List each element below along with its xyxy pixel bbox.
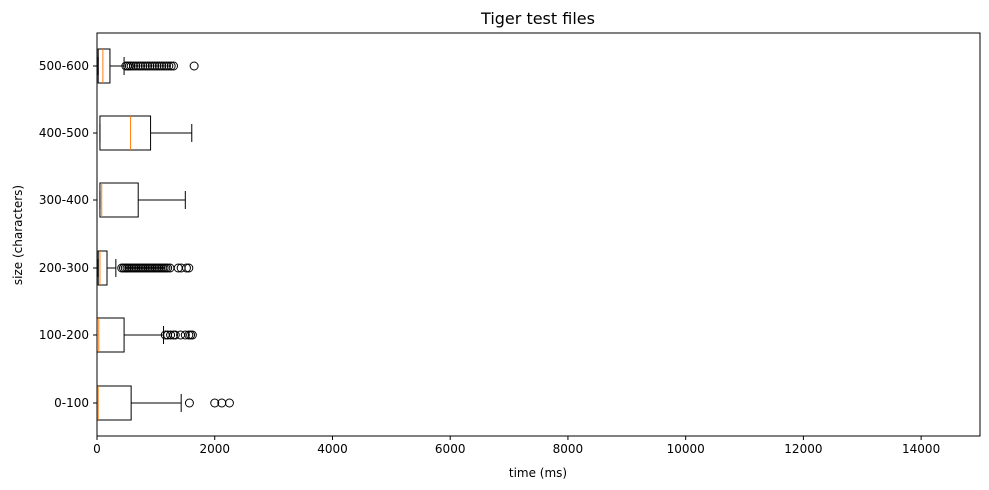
flier-point xyxy=(152,61,162,71)
flier-point xyxy=(166,330,176,340)
y-tick-label: 100-200 xyxy=(39,328,89,342)
flier-point xyxy=(159,61,169,71)
flier-point xyxy=(136,61,146,71)
y-tick-label: 300-400 xyxy=(39,193,89,207)
box xyxy=(99,115,152,151)
flier-point xyxy=(170,330,180,340)
flier-point xyxy=(157,61,167,71)
flier-point xyxy=(181,263,191,273)
x-axis-label: time (ms) xyxy=(509,466,567,480)
flier-point xyxy=(210,398,220,408)
flier-point xyxy=(184,263,194,273)
flier-point xyxy=(143,61,153,71)
plot-area-frame xyxy=(96,32,981,437)
box-group-100-200 xyxy=(96,317,197,353)
flier-point xyxy=(145,61,155,71)
flier-point xyxy=(189,61,199,71)
flier-point xyxy=(138,61,148,71)
box-group-200-300 xyxy=(97,250,194,286)
flier-point xyxy=(169,61,179,71)
x-tick-label: 4000 xyxy=(317,442,348,456)
y-tick-label: 0-100 xyxy=(54,396,89,410)
flier-point xyxy=(163,263,173,273)
flier-point xyxy=(161,61,171,71)
x-tick-label: 10000 xyxy=(667,442,705,456)
y-tick-label: 200-300 xyxy=(39,261,89,275)
flier-point xyxy=(186,330,196,340)
flier-point xyxy=(224,398,234,408)
flier-point xyxy=(128,61,138,71)
flier-point xyxy=(150,61,160,71)
x-tick-label: 2000 xyxy=(199,442,230,456)
flier-point xyxy=(133,61,143,71)
box-group-300-400 xyxy=(99,182,186,218)
flier-point xyxy=(180,330,190,340)
flier-point xyxy=(131,61,141,71)
x-tick-label: 0 xyxy=(93,442,101,456)
plot-marks xyxy=(96,48,234,421)
chart-title: Tiger test files xyxy=(480,9,595,28)
box-group-400-500 xyxy=(99,115,193,151)
flier-point xyxy=(154,61,164,71)
y-tick-label: 500-600 xyxy=(39,59,89,73)
flier-point xyxy=(126,61,136,71)
box xyxy=(97,250,108,286)
x-tick-label: 6000 xyxy=(435,442,466,456)
y-axis-label: size (characters) xyxy=(11,185,25,285)
box-group-500-600 xyxy=(97,48,199,84)
flier-point xyxy=(164,61,174,71)
x-tick-label: 14000 xyxy=(902,442,940,456)
box xyxy=(97,48,111,84)
flier-point xyxy=(140,61,150,71)
x-axis: 0 2000 4000 6000 8000 10000 12000 14000 xyxy=(93,436,940,456)
flier-point xyxy=(187,330,197,340)
box xyxy=(96,385,132,421)
box xyxy=(99,182,139,218)
y-axis: 0-100 100-200 200-300 300-400 400-500 500-600 xyxy=(39,59,97,410)
y-tick-label: 400-500 xyxy=(39,126,89,140)
flier-point xyxy=(147,61,157,71)
x-tick-label: 12000 xyxy=(784,442,822,456)
box-group-0-100 xyxy=(96,385,234,421)
box xyxy=(96,317,125,353)
x-tick-label: 8000 xyxy=(553,442,584,456)
flier-point xyxy=(184,398,194,408)
flier-point xyxy=(166,61,176,71)
